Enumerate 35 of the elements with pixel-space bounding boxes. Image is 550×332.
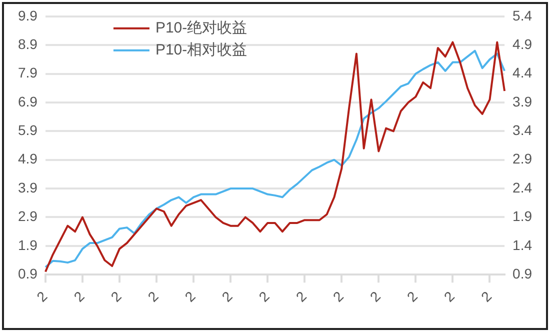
x-tick-label: 2 — [478, 288, 495, 305]
legend-label: P10-相对收益 — [155, 42, 248, 59]
y2-tick-label: 0.9 — [512, 265, 532, 282]
x-tick-label: 2 — [182, 288, 199, 305]
y-tick-label: 1.9 — [18, 236, 38, 253]
y2-tick-label: 4.9 — [512, 36, 532, 52]
x-tick-label: 2 — [256, 288, 273, 305]
y2-tick-label: 2.4 — [512, 179, 532, 196]
y-tick-label: 8.9 — [18, 36, 38, 52]
x-tick-label: 2 — [144, 288, 162, 305]
x-tick-label: 2 — [404, 288, 421, 305]
x-tick-label: 2 — [33, 288, 50, 305]
x-tick-label: 2 — [292, 288, 310, 305]
x-tick-label: 2 — [70, 288, 88, 305]
y2-tick-label: 3.9 — [512, 93, 532, 110]
x-tick-label: 2 — [366, 288, 384, 305]
y-tick-label: 5.9 — [18, 122, 38, 138]
legend-label: P10-绝对收益 — [155, 20, 248, 37]
y-tick-label: 0.9 — [18, 265, 38, 282]
y-tick-label: 2.9 — [18, 208, 38, 224]
y2-tick-label: 2.9 — [512, 150, 532, 167]
x-tick-label: 2 — [330, 288, 347, 305]
x-tick-label: 2 — [218, 288, 236, 305]
y-tick-label: 7.9 — [18, 64, 38, 81]
y2-tick-label: 3.4 — [512, 122, 532, 138]
x-tick-label: 2 — [108, 288, 124, 305]
y-tick-label: 9.9 — [18, 7, 38, 24]
y2-tick-label: 5.4 — [512, 7, 532, 24]
x-tick-label: 2 — [440, 288, 458, 305]
y2-tick-label: 1.9 — [512, 208, 532, 224]
y-tick-label: 3.9 — [18, 179, 38, 196]
y2-tick-label: 1.4 — [512, 236, 532, 253]
y-tick-label: 4.9 — [18, 150, 38, 167]
y-tick-label: 6.9 — [18, 93, 38, 110]
y2-tick-label: 4.4 — [512, 64, 532, 81]
